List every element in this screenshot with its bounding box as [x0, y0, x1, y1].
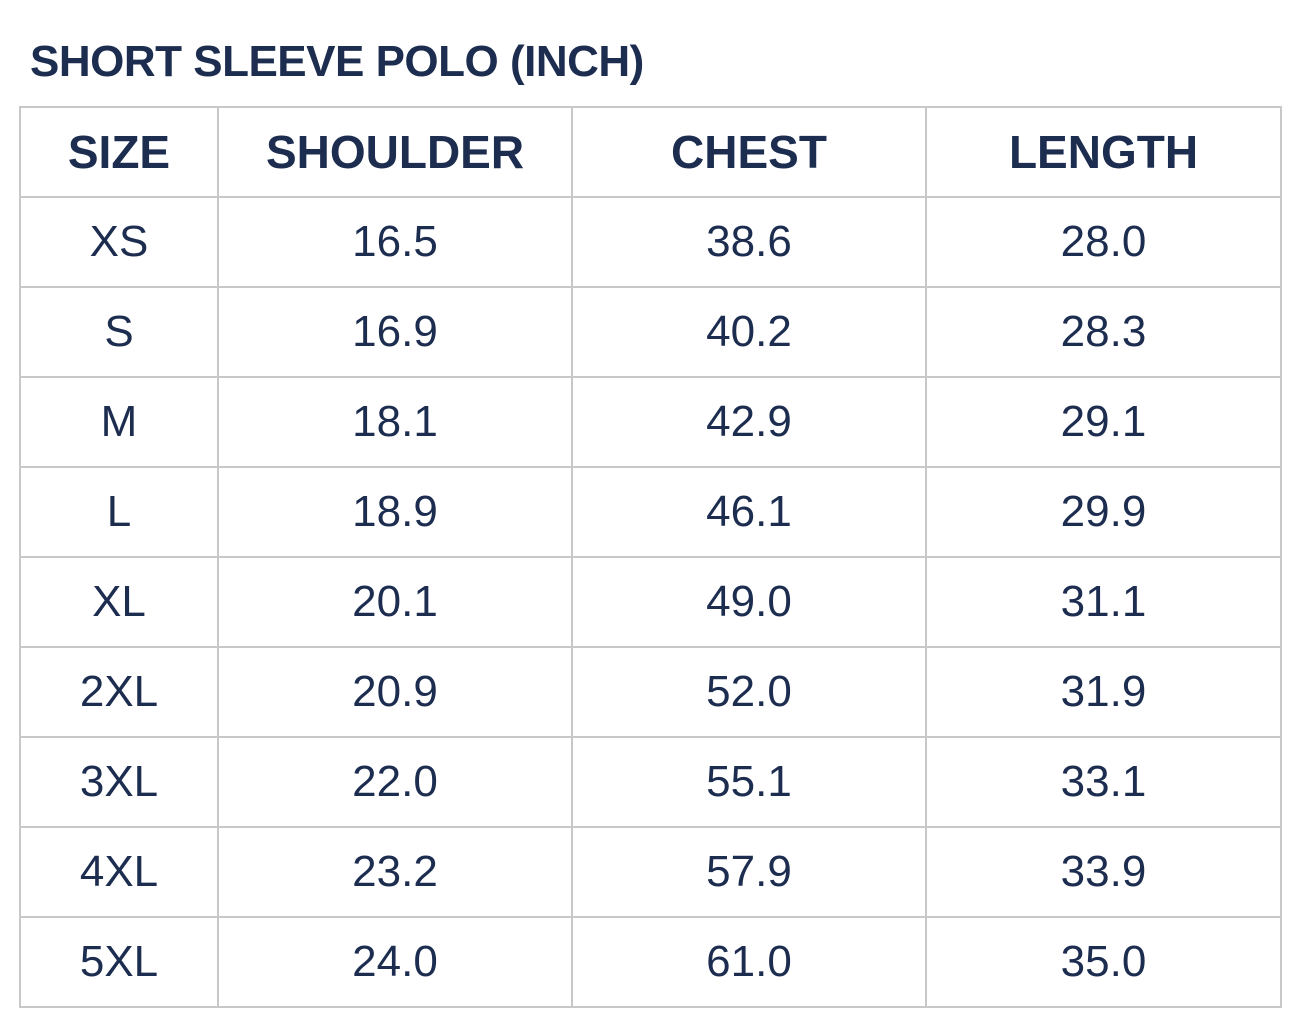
- cell-shoulder: 22.0: [217, 736, 573, 828]
- header-chest: CHEST: [571, 106, 927, 198]
- cell-chest: 38.6: [571, 196, 927, 288]
- table-row: XS 16.5 38.6 28.0: [19, 196, 1282, 288]
- cell-shoulder: 16.5: [217, 196, 573, 288]
- size-chart-table: SIZE SHOULDER CHEST LENGTH XS 16.5 38.6 28.…: [19, 106, 1282, 1008]
- cell-size: M: [19, 376, 219, 468]
- cell-size: XS: [19, 196, 219, 288]
- cell-size: 2XL: [19, 646, 219, 738]
- cell-size: 3XL: [19, 736, 219, 828]
- cell-shoulder: 16.9: [217, 286, 573, 378]
- cell-chest: 61.0: [571, 916, 927, 1008]
- cell-length: 33.1: [925, 736, 1282, 828]
- header-shoulder: SHOULDER: [217, 106, 573, 198]
- table-row: M 18.1 42.9 29.1: [19, 376, 1282, 468]
- cell-chest: 57.9: [571, 826, 927, 918]
- cell-shoulder: 18.1: [217, 376, 573, 468]
- header-row: SIZE SHOULDER CHEST LENGTH: [19, 106, 1282, 198]
- table-row: L 18.9 46.1 29.9: [19, 466, 1282, 558]
- cell-shoulder: 18.9: [217, 466, 573, 558]
- cell-size: 4XL: [19, 826, 219, 918]
- cell-shoulder: 24.0: [217, 916, 573, 1008]
- cell-chest: 40.2: [571, 286, 927, 378]
- table-row: 5XL 24.0 61.0 35.0: [19, 916, 1282, 1008]
- cell-size: XL: [19, 556, 219, 648]
- cell-length: 31.1: [925, 556, 1282, 648]
- cell-length: 35.0: [925, 916, 1282, 1008]
- cell-length: 31.9: [925, 646, 1282, 738]
- cell-chest: 52.0: [571, 646, 927, 738]
- cell-length: 28.0: [925, 196, 1282, 288]
- cell-size: S: [19, 286, 219, 378]
- cell-length: 29.9: [925, 466, 1282, 558]
- cell-length: 33.9: [925, 826, 1282, 918]
- header-length: LENGTH: [925, 106, 1282, 198]
- cell-shoulder: 20.9: [217, 646, 573, 738]
- cell-size: L: [19, 466, 219, 558]
- cell-shoulder: 20.1: [217, 556, 573, 648]
- table-row: 2XL 20.9 52.0 31.9: [19, 646, 1282, 738]
- page-title: SHORT SLEEVE POLO (INCH): [30, 37, 644, 86]
- cell-length: 29.1: [925, 376, 1282, 468]
- cell-size: 5XL: [19, 916, 219, 1008]
- cell-chest: 49.0: [571, 556, 927, 648]
- cell-length: 28.3: [925, 286, 1282, 378]
- cell-chest: 42.9: [571, 376, 927, 468]
- table-row: 4XL 23.2 57.9 33.9: [19, 826, 1282, 918]
- table-row: 3XL 22.0 55.1 33.1: [19, 736, 1282, 828]
- cell-chest: 46.1: [571, 466, 927, 558]
- table-row: XL 20.1 49.0 31.1: [19, 556, 1282, 648]
- cell-chest: 55.1: [571, 736, 927, 828]
- header-size: SIZE: [19, 106, 219, 198]
- cell-shoulder: 23.2: [217, 826, 573, 918]
- table-row: S 16.9 40.2 28.3: [19, 286, 1282, 378]
